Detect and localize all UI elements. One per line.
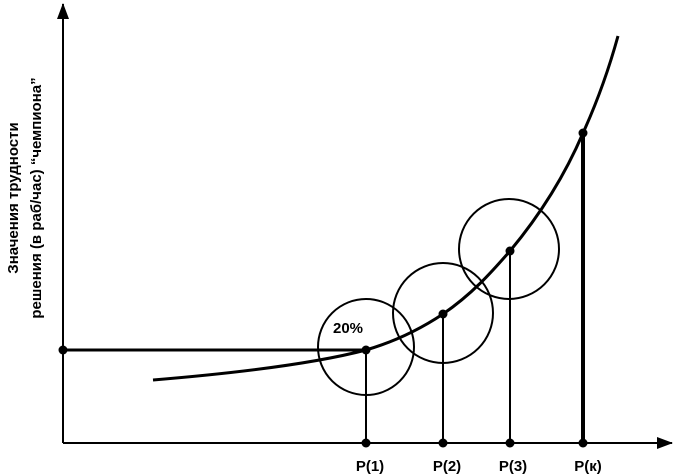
verticals — [365, 133, 585, 443]
annotation: 20% — [333, 320, 363, 337]
dot — [58, 345, 68, 355]
dots — [58, 128, 588, 448]
y-axis-label: Значения трудности — [5, 122, 22, 273]
dot — [578, 438, 588, 448]
dot — [578, 128, 588, 138]
y-axis-label: решения (в раб/час) “чемпиона” — [28, 77, 45, 318]
point-label: P(2) — [433, 458, 461, 475]
curve — [152, 35, 620, 382]
dot — [438, 309, 448, 319]
point-label: P(1) — [356, 458, 384, 475]
dot — [361, 345, 371, 355]
dot — [505, 438, 515, 448]
dot — [361, 438, 371, 448]
axes — [57, 3, 673, 449]
point-label: P(3) — [499, 458, 527, 475]
circles — [317, 198, 560, 396]
point-label: P(к) — [574, 458, 602, 475]
dot — [505, 246, 515, 256]
dot — [438, 438, 448, 448]
